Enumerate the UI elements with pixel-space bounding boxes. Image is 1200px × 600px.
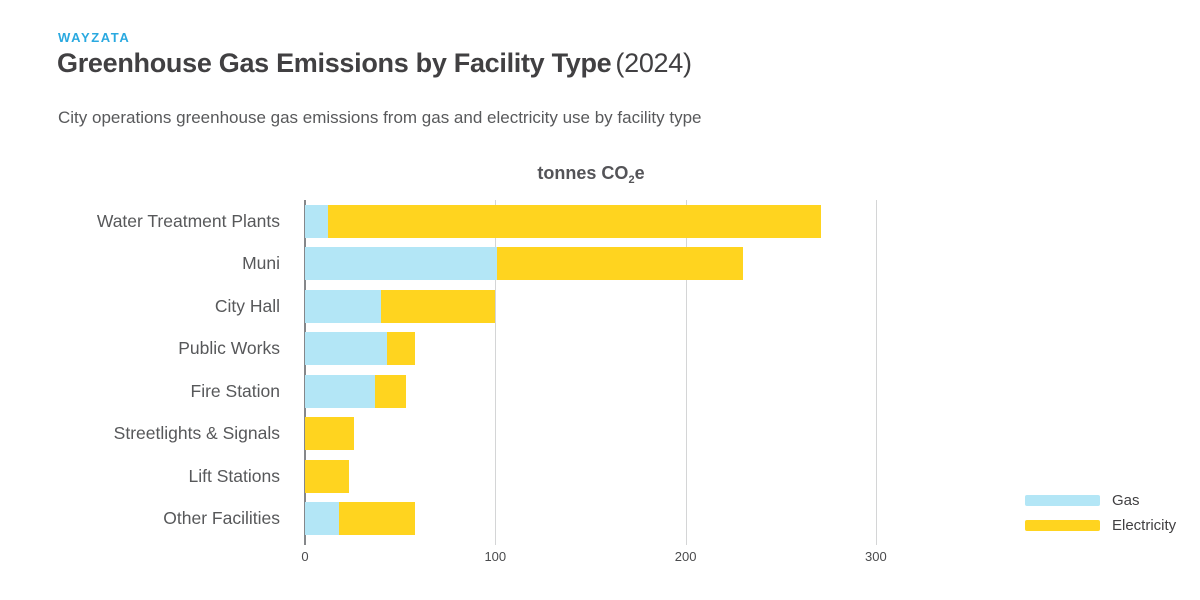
bar-segment-electricity — [497, 247, 743, 281]
axis-title-prefix: tonnes CO — [537, 163, 629, 183]
bar-row: Water Treatment Plants — [0, 200, 1200, 243]
x-tick-label: 300 — [865, 549, 887, 564]
category-label: Other Facilities — [163, 508, 280, 529]
bar-segment-electricity — [339, 502, 416, 536]
x-tick-label: 100 — [484, 549, 507, 564]
page-title-text: Greenhouse Gas Emissions by Facility Typ… — [57, 48, 612, 78]
bar-segment-electricity — [305, 417, 355, 451]
bar-segment-gas — [305, 289, 382, 323]
bar-segment-electricity — [386, 332, 416, 366]
bar-track — [305, 247, 1070, 281]
bar-segment-electricity — [381, 289, 496, 323]
x-axis-tick-labels: 0 100 200 300 — [0, 200, 1200, 564]
bar-track — [305, 374, 1070, 408]
page-title-year: (2024) — [615, 48, 692, 78]
y-axis-line — [304, 200, 306, 545]
axis-title-suffix: e — [634, 163, 645, 183]
category-label: Water Treatment Plants — [96, 210, 280, 231]
page-subtitle: City operations greenhouse gas emissions… — [58, 108, 702, 127]
legend-item-gas: Gas — [1025, 491, 1176, 509]
bar-segment-electricity — [327, 204, 821, 238]
bar-segment-electricity — [305, 459, 349, 493]
gas-swatch — [1025, 494, 1100, 506]
bar-row: City Hall — [0, 285, 1200, 328]
chart-axis-title: tonnes CO2e — [305, 163, 877, 186]
plot-area: Water Treatment Plants Muni City Hall Publi… — [0, 200, 1200, 564]
category-label: Fire Station — [190, 380, 280, 401]
bar-track — [305, 289, 1070, 323]
bar-track — [305, 459, 1070, 493]
legend-label: Electricity — [1112, 516, 1177, 534]
legend-item-electricity: Electricity — [1025, 516, 1177, 534]
category-label: Streetlights & Signals — [113, 423, 280, 444]
category-label: Public Works — [178, 338, 280, 359]
bar-row: Streetlights & Signals — [0, 413, 1200, 456]
bar-track — [305, 417, 1070, 451]
category-label: City Hall — [214, 295, 280, 316]
electricity-swatch — [1025, 519, 1100, 531]
bar-track — [305, 332, 1070, 366]
gridline-100 — [495, 200, 497, 545]
page-title: Greenhouse Gas Emissions by Facility Typ… — [57, 48, 692, 79]
bar-segment-gas — [305, 332, 387, 366]
bar-track — [305, 204, 1070, 238]
gridline-200 — [685, 200, 687, 545]
bar-segment-gas — [305, 204, 328, 238]
x-tick-label: 200 — [674, 549, 697, 564]
category-label: Lift Stations — [188, 465, 280, 486]
grid-layer — [0, 200, 1200, 560]
bar-segment-gas — [305, 502, 340, 536]
category-label: Muni — [242, 253, 280, 274]
x-tick-label: 0 — [301, 549, 309, 564]
bar-row: Other Facilities — [0, 498, 1200, 541]
brand-label: WAYZATA — [58, 30, 131, 45]
bar-segment-gas — [305, 374, 376, 408]
legend-label: Gas — [1112, 491, 1140, 509]
legend: Gas Electricity — [1025, 492, 1176, 542]
axis-title-subscript: 2 — [628, 174, 635, 186]
bar-row: Lift Stations — [0, 455, 1200, 498]
bar-row: Public Works — [0, 328, 1200, 371]
bar-row: Muni — [0, 243, 1200, 286]
bar-segment-electricity — [375, 374, 406, 408]
bars-layer: Water Treatment Plants Muni City Hall Publi… — [0, 200, 1200, 560]
bar-segment-gas — [305, 247, 498, 281]
bar-track — [305, 502, 1070, 536]
bar-row: Fire Station — [0, 370, 1200, 413]
gridline-300 — [875, 200, 877, 545]
